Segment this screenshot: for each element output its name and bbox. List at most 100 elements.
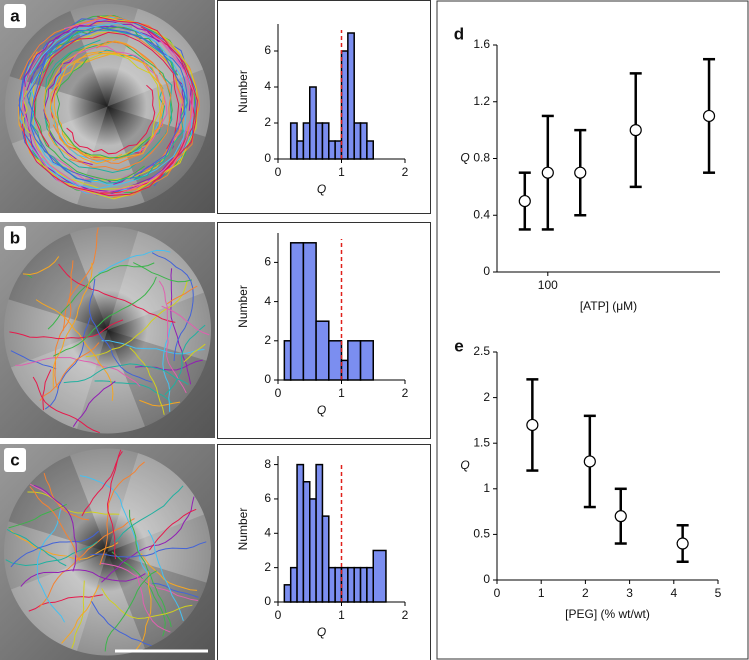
x-tick-label: 1 — [338, 386, 345, 400]
trajectory — [79, 475, 152, 578]
trajectory — [53, 276, 157, 357]
trajectory — [147, 529, 184, 621]
trajectory — [15, 356, 141, 387]
x-tick-label: 1 — [538, 586, 545, 600]
trajectory — [99, 461, 145, 566]
y-tick-label: 4 — [264, 525, 271, 539]
bar — [372, 549, 387, 603]
x-tick-label: 3 — [626, 586, 633, 600]
panel-label: e — [454, 336, 463, 355]
bar — [315, 122, 324, 160]
x-tick-label: 1 — [338, 608, 345, 622]
y-tick-label: 0 — [264, 151, 271, 165]
y-tick-label: 4 — [264, 294, 271, 308]
x-axis-label: Q — [317, 182, 326, 196]
point — [629, 124, 642, 137]
trajectory — [30, 25, 188, 115]
bar — [289, 122, 298, 160]
trajectory — [69, 40, 172, 171]
bar — [283, 340, 292, 381]
trajectory — [22, 256, 60, 275]
extinction-wedge — [9, 10, 108, 107]
point — [541, 166, 554, 179]
x-tick-label: 2 — [402, 386, 409, 400]
trajectory — [22, 25, 192, 193]
y-tick-label: 2.5 — [473, 344, 490, 358]
bar — [309, 86, 317, 160]
bar — [321, 122, 330, 160]
bar — [302, 481, 311, 603]
trajectory — [38, 518, 135, 608]
bar — [334, 566, 343, 603]
bar — [283, 584, 292, 603]
bar — [340, 50, 349, 160]
trajectory — [71, 580, 85, 649]
trajectory — [170, 268, 192, 385]
y-tick-label: 0 — [483, 572, 490, 586]
droplet — [5, 4, 210, 209]
point — [702, 109, 716, 123]
extinction-wedge — [107, 453, 204, 552]
trajectory — [183, 343, 206, 363]
trajectory — [21, 16, 198, 197]
y-tick-label: 2 — [483, 390, 490, 404]
trajectory — [161, 305, 210, 336]
trajectory — [56, 58, 152, 159]
trajectory — [166, 285, 198, 305]
trajectory — [23, 20, 160, 87]
trajectory — [66, 84, 156, 155]
y-axis-label: Number — [236, 508, 250, 551]
y-tick-label: 0 — [264, 372, 271, 386]
x-tick-label: 2 — [402, 165, 409, 179]
y-tick-label: 0 — [483, 264, 490, 278]
bar — [296, 140, 305, 160]
trajectory — [43, 57, 93, 166]
trajectory — [43, 40, 154, 163]
trajectory — [149, 508, 197, 551]
bar — [296, 463, 305, 603]
trajectory — [111, 551, 166, 637]
extinction-wedge — [107, 8, 204, 107]
trajectory — [6, 528, 67, 567]
trajectory — [33, 31, 180, 150]
trajectory — [58, 263, 176, 323]
bar — [366, 140, 374, 160]
trajectory — [139, 399, 181, 407]
bar — [328, 140, 336, 160]
point — [676, 537, 689, 550]
trajectory — [81, 451, 123, 517]
trajectory — [133, 262, 192, 283]
bar — [302, 122, 311, 160]
x-tick-label: 2 — [402, 608, 409, 622]
trajectory — [39, 342, 100, 401]
point — [574, 166, 587, 179]
trajectory — [49, 52, 165, 162]
trajectory — [19, 15, 201, 198]
panel-label: c — [10, 450, 19, 469]
y-tick-label: 0.5 — [473, 527, 490, 541]
y-tick-label: 1.6 — [473, 37, 490, 51]
trajectory — [44, 317, 91, 410]
trajectory — [98, 249, 171, 274]
panel-frame — [217, 444, 431, 660]
bar — [315, 463, 324, 603]
bar — [309, 498, 317, 603]
point — [614, 510, 627, 523]
trajectory — [107, 449, 122, 560]
micrograph — [0, 222, 215, 438]
x-tick-label: 0 — [275, 165, 282, 179]
y-tick-label: 2 — [264, 115, 271, 129]
bar — [302, 242, 317, 381]
trajectory — [129, 509, 172, 628]
trajectory — [53, 52, 125, 160]
bar — [353, 566, 362, 603]
trajectory — [54, 260, 74, 390]
trajectory — [43, 39, 173, 174]
bar — [340, 566, 349, 603]
y-tick-label: 0 — [264, 594, 271, 608]
y-tick-label: 8 — [264, 457, 271, 471]
panel-label: d — [454, 24, 464, 43]
bar — [366, 566, 374, 603]
x-tick-label: 0 — [275, 608, 282, 622]
